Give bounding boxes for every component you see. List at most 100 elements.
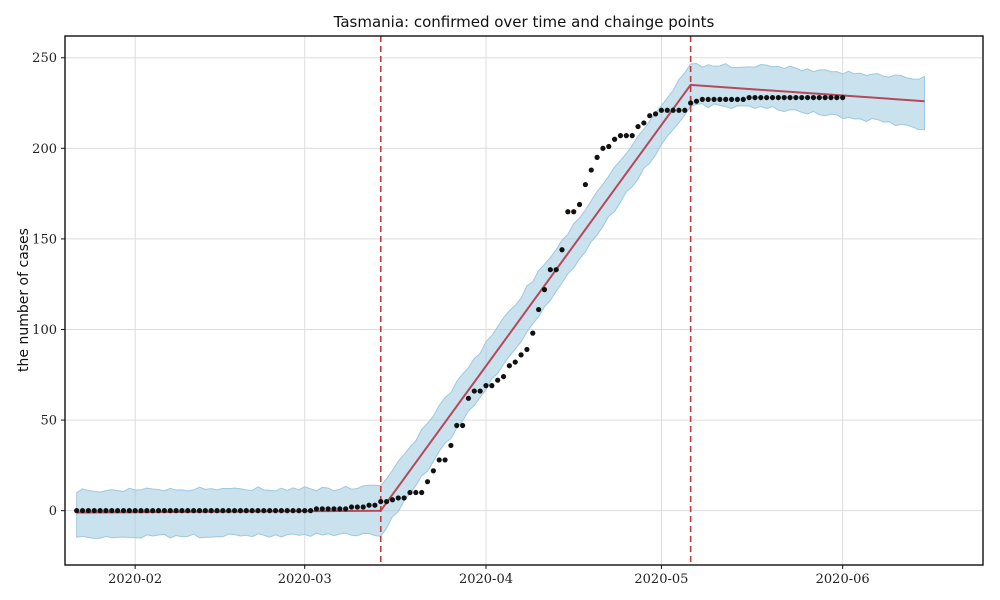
observed-point — [109, 508, 115, 514]
observed-point — [255, 508, 261, 514]
observed-point — [810, 94, 817, 101]
observed-point — [647, 113, 653, 119]
observed-point — [249, 508, 255, 514]
y-tick-label: 100 — [32, 323, 57, 338]
y-tick-label: 50 — [40, 414, 57, 429]
x-tick-label: 2020-04 — [459, 572, 513, 587]
observed-point — [828, 94, 834, 101]
observed-point — [746, 94, 752, 101]
observed-point — [448, 442, 454, 449]
observed-point — [740, 96, 746, 103]
uncertainty-interval — [76, 62, 925, 539]
observed-point — [202, 508, 208, 514]
observed-point — [588, 167, 594, 173]
observed-point — [799, 94, 805, 101]
observed-point — [237, 508, 244, 514]
y-tick-label: 250 — [32, 51, 57, 66]
observed-point — [752, 94, 758, 101]
observed-point — [775, 94, 781, 101]
observed-point — [307, 508, 314, 514]
observed-point — [641, 120, 647, 126]
observed-point — [764, 94, 770, 101]
observed-point — [512, 359, 518, 365]
y-axis-label: the number of cases — [16, 228, 32, 372]
observed-point — [161, 508, 168, 514]
observed-point — [284, 508, 290, 514]
observed-point — [506, 363, 512, 369]
observed-point — [500, 373, 507, 380]
observed-point — [682, 107, 688, 113]
observed-point — [290, 508, 296, 514]
observed-point — [436, 457, 442, 463]
observed-point — [419, 489, 425, 496]
observed-point — [530, 330, 536, 336]
x-tick-label: 2020-02 — [108, 572, 162, 587]
observed-point — [495, 377, 501, 383]
observed-point — [103, 508, 109, 514]
observed-point — [594, 154, 600, 160]
observed-point — [547, 267, 553, 273]
observed-point — [518, 352, 524, 358]
plot-area: 0 50 100 150 200 250 2020-02 2020-03 2020-04 2020… — [32, 35, 984, 587]
observed-point — [366, 502, 372, 508]
observed-point — [793, 94, 799, 101]
y-tick-label: 200 — [32, 142, 57, 157]
observed-point — [132, 508, 138, 514]
observed-point — [74, 508, 80, 514]
observed-point — [635, 123, 641, 130]
observed-point — [191, 508, 197, 514]
observed-point — [395, 495, 401, 501]
observed-point — [424, 479, 431, 485]
observed-point — [664, 107, 670, 113]
observed-point — [378, 498, 384, 505]
observed-point — [389, 497, 396, 503]
observed-point — [261, 508, 267, 514]
x-tick-label: 2020-06 — [816, 572, 870, 587]
observed-point — [465, 395, 472, 401]
observed-point — [623, 133, 629, 139]
chart-title: Tasmania: confirmed over time and chaing… — [333, 13, 715, 31]
observed-point — [226, 508, 232, 514]
observed-point — [705, 96, 711, 103]
observed-point — [267, 508, 273, 514]
x-tick-label: 2020-03 — [278, 572, 332, 587]
observed-point — [629, 133, 635, 139]
observed-point — [372, 502, 378, 508]
observed-point — [670, 107, 676, 113]
observed-point — [840, 94, 846, 101]
observed-point — [454, 422, 460, 429]
observed-point — [553, 267, 559, 273]
observed-point — [787, 94, 793, 101]
observed-point — [173, 508, 179, 514]
observed-point — [612, 136, 618, 142]
observed-point — [524, 346, 530, 353]
observed-point — [717, 96, 723, 103]
observed-point — [220, 508, 226, 514]
observed-point — [185, 508, 191, 514]
observed-point — [79, 508, 86, 514]
observed-point — [834, 94, 840, 101]
observed-point — [600, 145, 606, 151]
observed-point — [489, 383, 495, 389]
observed-point — [536, 306, 542, 313]
observed-point — [565, 209, 571, 215]
observed-point — [407, 489, 413, 496]
observed-point — [822, 94, 828, 101]
observed-point — [179, 508, 185, 514]
observed-point — [144, 508, 150, 514]
observed-point — [758, 94, 764, 101]
observed-point — [354, 504, 360, 510]
observed-point — [138, 508, 144, 514]
trend-line — [76, 83, 925, 514]
observed-point — [804, 94, 811, 101]
y-tick-label: 0 — [49, 504, 57, 519]
observed-point — [541, 287, 548, 293]
observed-point — [401, 495, 407, 501]
observed-point — [360, 504, 366, 510]
observed-point — [617, 133, 624, 139]
observed-point — [85, 508, 91, 514]
observed-point — [167, 508, 173, 514]
observed-point — [460, 422, 466, 429]
observed-point — [272, 508, 279, 514]
